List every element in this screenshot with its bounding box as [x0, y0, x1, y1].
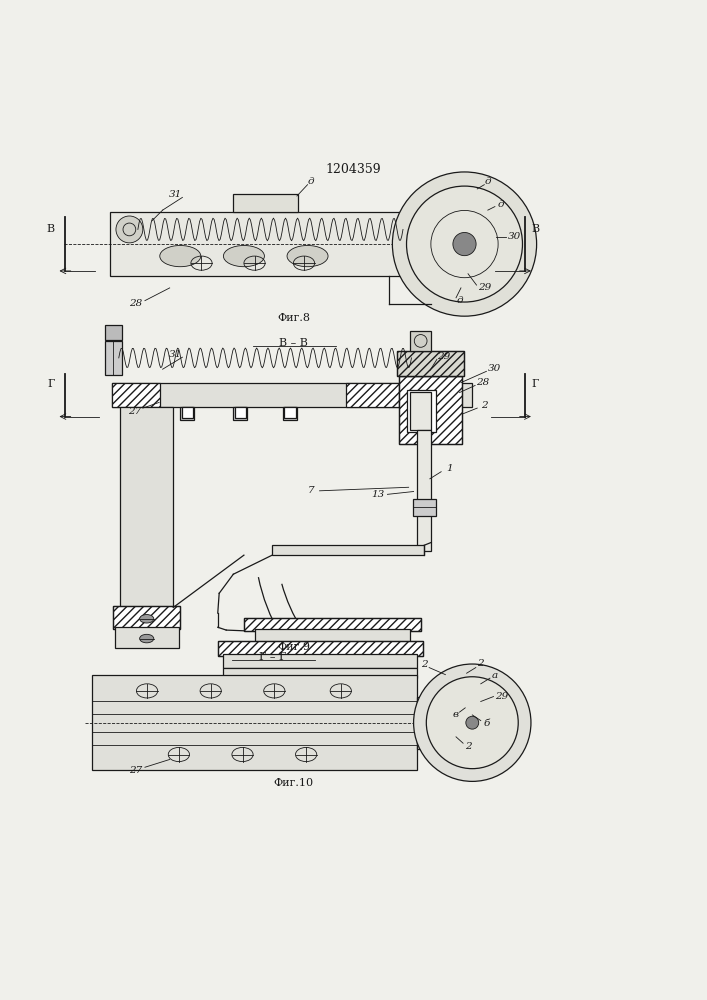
Text: 30: 30 [508, 232, 521, 241]
Text: 29: 29 [478, 283, 491, 292]
Bar [92, 675, 417, 770]
Bar [233, 194, 298, 212]
Text: 1: 1 [446, 464, 453, 473]
Bar [218, 641, 423, 656]
Text: 7: 7 [308, 486, 315, 495]
Bar [120, 407, 173, 607]
Text: 29: 29 [496, 692, 508, 701]
Bar [397, 351, 464, 376]
Text: Г: Г [47, 379, 54, 389]
Bar [397, 351, 464, 376]
Bar [445, 212, 456, 276]
Bar [283, 407, 297, 420]
Bar [411, 345, 427, 373]
Bar [235, 407, 246, 418]
Bar [284, 407, 296, 418]
Text: 27: 27 [129, 766, 142, 775]
Bar [410, 392, 431, 430]
Text: д: д [456, 296, 463, 305]
Bar [255, 629, 410, 644]
Ellipse shape [160, 245, 201, 267]
Text: 2: 2 [464, 742, 472, 751]
Text: В – В: В – В [279, 338, 308, 348]
Bar [244, 618, 421, 631]
Text: B: B [47, 224, 55, 234]
Ellipse shape [223, 245, 264, 267]
Bar [182, 407, 193, 418]
Text: Г – Г: Г – Г [259, 652, 286, 662]
Circle shape [453, 232, 476, 256]
Text: 31: 31 [169, 190, 182, 199]
Bar [413, 499, 436, 516]
Bar [272, 545, 424, 555]
Text: Г: Г [532, 379, 539, 389]
Text: 2: 2 [477, 659, 484, 668]
Circle shape [426, 677, 518, 769]
Bar [105, 325, 122, 340]
Circle shape [407, 186, 522, 302]
Bar [223, 668, 417, 678]
Ellipse shape [140, 634, 153, 643]
Circle shape [466, 716, 479, 729]
Bar [218, 641, 423, 656]
Text: 2: 2 [421, 660, 428, 669]
Bar [233, 407, 247, 420]
Bar [112, 383, 160, 407]
Text: Фиг.8: Фиг.8 [277, 313, 310, 323]
Text: 29: 29 [438, 352, 450, 361]
Text: 31: 31 [169, 350, 182, 359]
Text: 2: 2 [481, 401, 488, 410]
Text: B: B [531, 224, 539, 234]
Bar [244, 618, 421, 631]
Bar [223, 654, 417, 668]
Bar [110, 212, 424, 276]
Ellipse shape [287, 245, 328, 267]
Text: 1204359: 1204359 [326, 163, 381, 176]
Text: 13: 13 [372, 490, 385, 499]
Text: 30: 30 [489, 364, 501, 373]
Circle shape [116, 216, 143, 243]
Bar [410, 331, 431, 351]
Text: д: д [308, 177, 315, 186]
Bar [399, 376, 462, 444]
Text: 28: 28 [129, 299, 142, 308]
Text: Фиг.9: Фиг.9 [277, 642, 310, 652]
Bar [399, 376, 462, 444]
Text: 27: 27 [128, 407, 141, 416]
Bar [417, 430, 431, 551]
Text: Фиг.10: Фиг.10 [274, 778, 313, 788]
Bar [417, 697, 436, 749]
Ellipse shape [140, 615, 153, 623]
Text: 28: 28 [476, 378, 489, 387]
Bar [407, 390, 436, 432]
Text: б: б [483, 719, 490, 728]
Bar [113, 606, 180, 629]
Bar [115, 627, 179, 648]
Bar [105, 341, 122, 375]
Bar [180, 407, 194, 420]
Text: д: д [484, 177, 491, 186]
Bar [424, 212, 445, 289]
Circle shape [414, 664, 531, 781]
Text: д: д [497, 200, 504, 209]
Bar [112, 383, 472, 407]
Text: в: в [453, 710, 459, 719]
Circle shape [392, 172, 537, 316]
Bar [346, 383, 399, 407]
Text: а: а [492, 671, 498, 680]
Bar [113, 606, 180, 629]
